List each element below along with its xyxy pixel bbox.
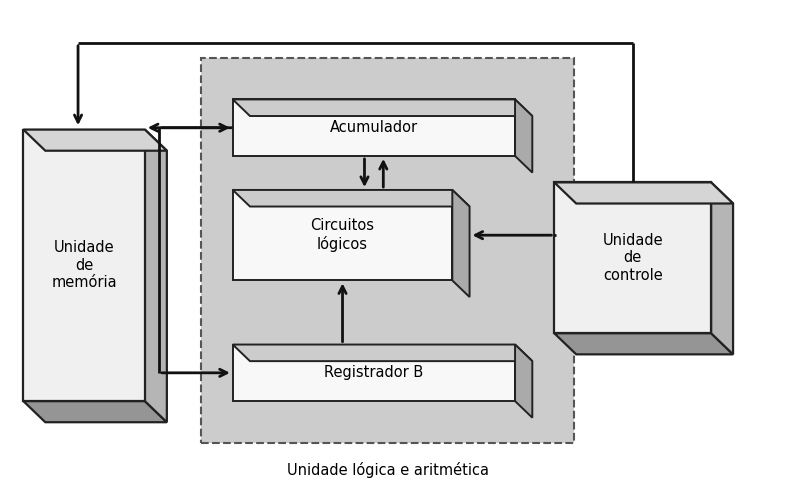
Text: Unidade
de
memória: Unidade de memória [51,241,117,290]
Polygon shape [453,190,470,297]
Polygon shape [24,401,167,422]
Polygon shape [24,130,145,401]
Polygon shape [233,100,532,116]
Polygon shape [515,100,532,173]
Polygon shape [233,345,515,401]
Polygon shape [554,182,711,333]
Bar [201,58,574,443]
Polygon shape [554,182,733,204]
Text: Unidade lógica e aritmética: Unidade lógica e aritmética [286,462,489,479]
Polygon shape [515,345,532,418]
Polygon shape [145,130,167,422]
Text: Circuitos
lógicos: Circuitos lógicos [311,218,375,252]
Text: Unidade
de
controle: Unidade de controle [602,233,663,282]
Polygon shape [233,190,453,281]
Polygon shape [233,100,515,156]
Polygon shape [233,345,532,361]
Text: Acumulador: Acumulador [330,120,418,135]
Text: Registrador B: Registrador B [324,365,423,380]
Polygon shape [711,182,733,354]
Polygon shape [554,333,733,354]
Polygon shape [24,130,167,151]
Polygon shape [233,190,470,207]
